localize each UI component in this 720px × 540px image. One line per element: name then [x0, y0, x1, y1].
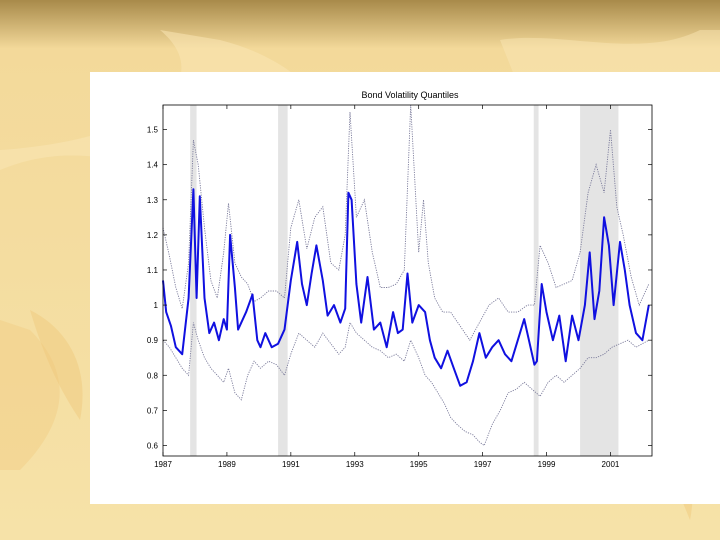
y-tick-label: 1 — [154, 301, 159, 310]
y-tick-label: 1.3 — [147, 196, 159, 205]
y-tick-label: 0.7 — [147, 406, 159, 415]
plot-frame — [162, 104, 653, 457]
y-tick-label: 0.8 — [147, 371, 159, 380]
series-lines — [162, 104, 650, 447]
y-tick-label: 1.1 — [147, 266, 159, 275]
chart-title: Bond Volatility Quantiles — [361, 90, 459, 100]
x-tick-label: 1995 — [410, 460, 428, 469]
x-tick-label: 1997 — [474, 460, 492, 469]
recession-band-3 — [533, 105, 539, 456]
y-axis-ticks: 0.6 0.7 0.8 0.9 1 1.1 1.2 1.3 1.4 1.5 — [147, 126, 652, 450]
y-tick-label: 0.6 — [147, 441, 159, 450]
x-tick-label: 2001 — [602, 460, 620, 469]
x-tick-label: 1999 — [538, 460, 556, 469]
quantile-series-line-1 — [162, 104, 650, 342]
median-series-line — [162, 188, 650, 387]
recession-band-1 — [190, 105, 197, 456]
y-tick-label: 1.4 — [147, 161, 159, 170]
quantile-series-line-2 — [162, 321, 650, 447]
y-tick-label: 1.5 — [147, 126, 159, 135]
x-axis-ticks: 1987 1989 1991 1993 1995 1997 1999 2001 — [154, 105, 620, 469]
y-tick-label: 1.2 — [147, 231, 159, 240]
chart-panel: Bond Volatility Quantiles 1987 1989 1991 19… — [90, 72, 720, 504]
x-tick-label: 1989 — [218, 460, 236, 469]
x-tick-label: 1993 — [346, 460, 364, 469]
bond-volatility-chart: Bond Volatility Quantiles 1987 1989 1991 19… — [147, 90, 653, 469]
recession-band-2 — [278, 105, 288, 456]
x-tick-label: 1991 — [282, 460, 300, 469]
x-tick-label: 1987 — [154, 460, 172, 469]
y-tick-label: 0.9 — [147, 336, 159, 345]
